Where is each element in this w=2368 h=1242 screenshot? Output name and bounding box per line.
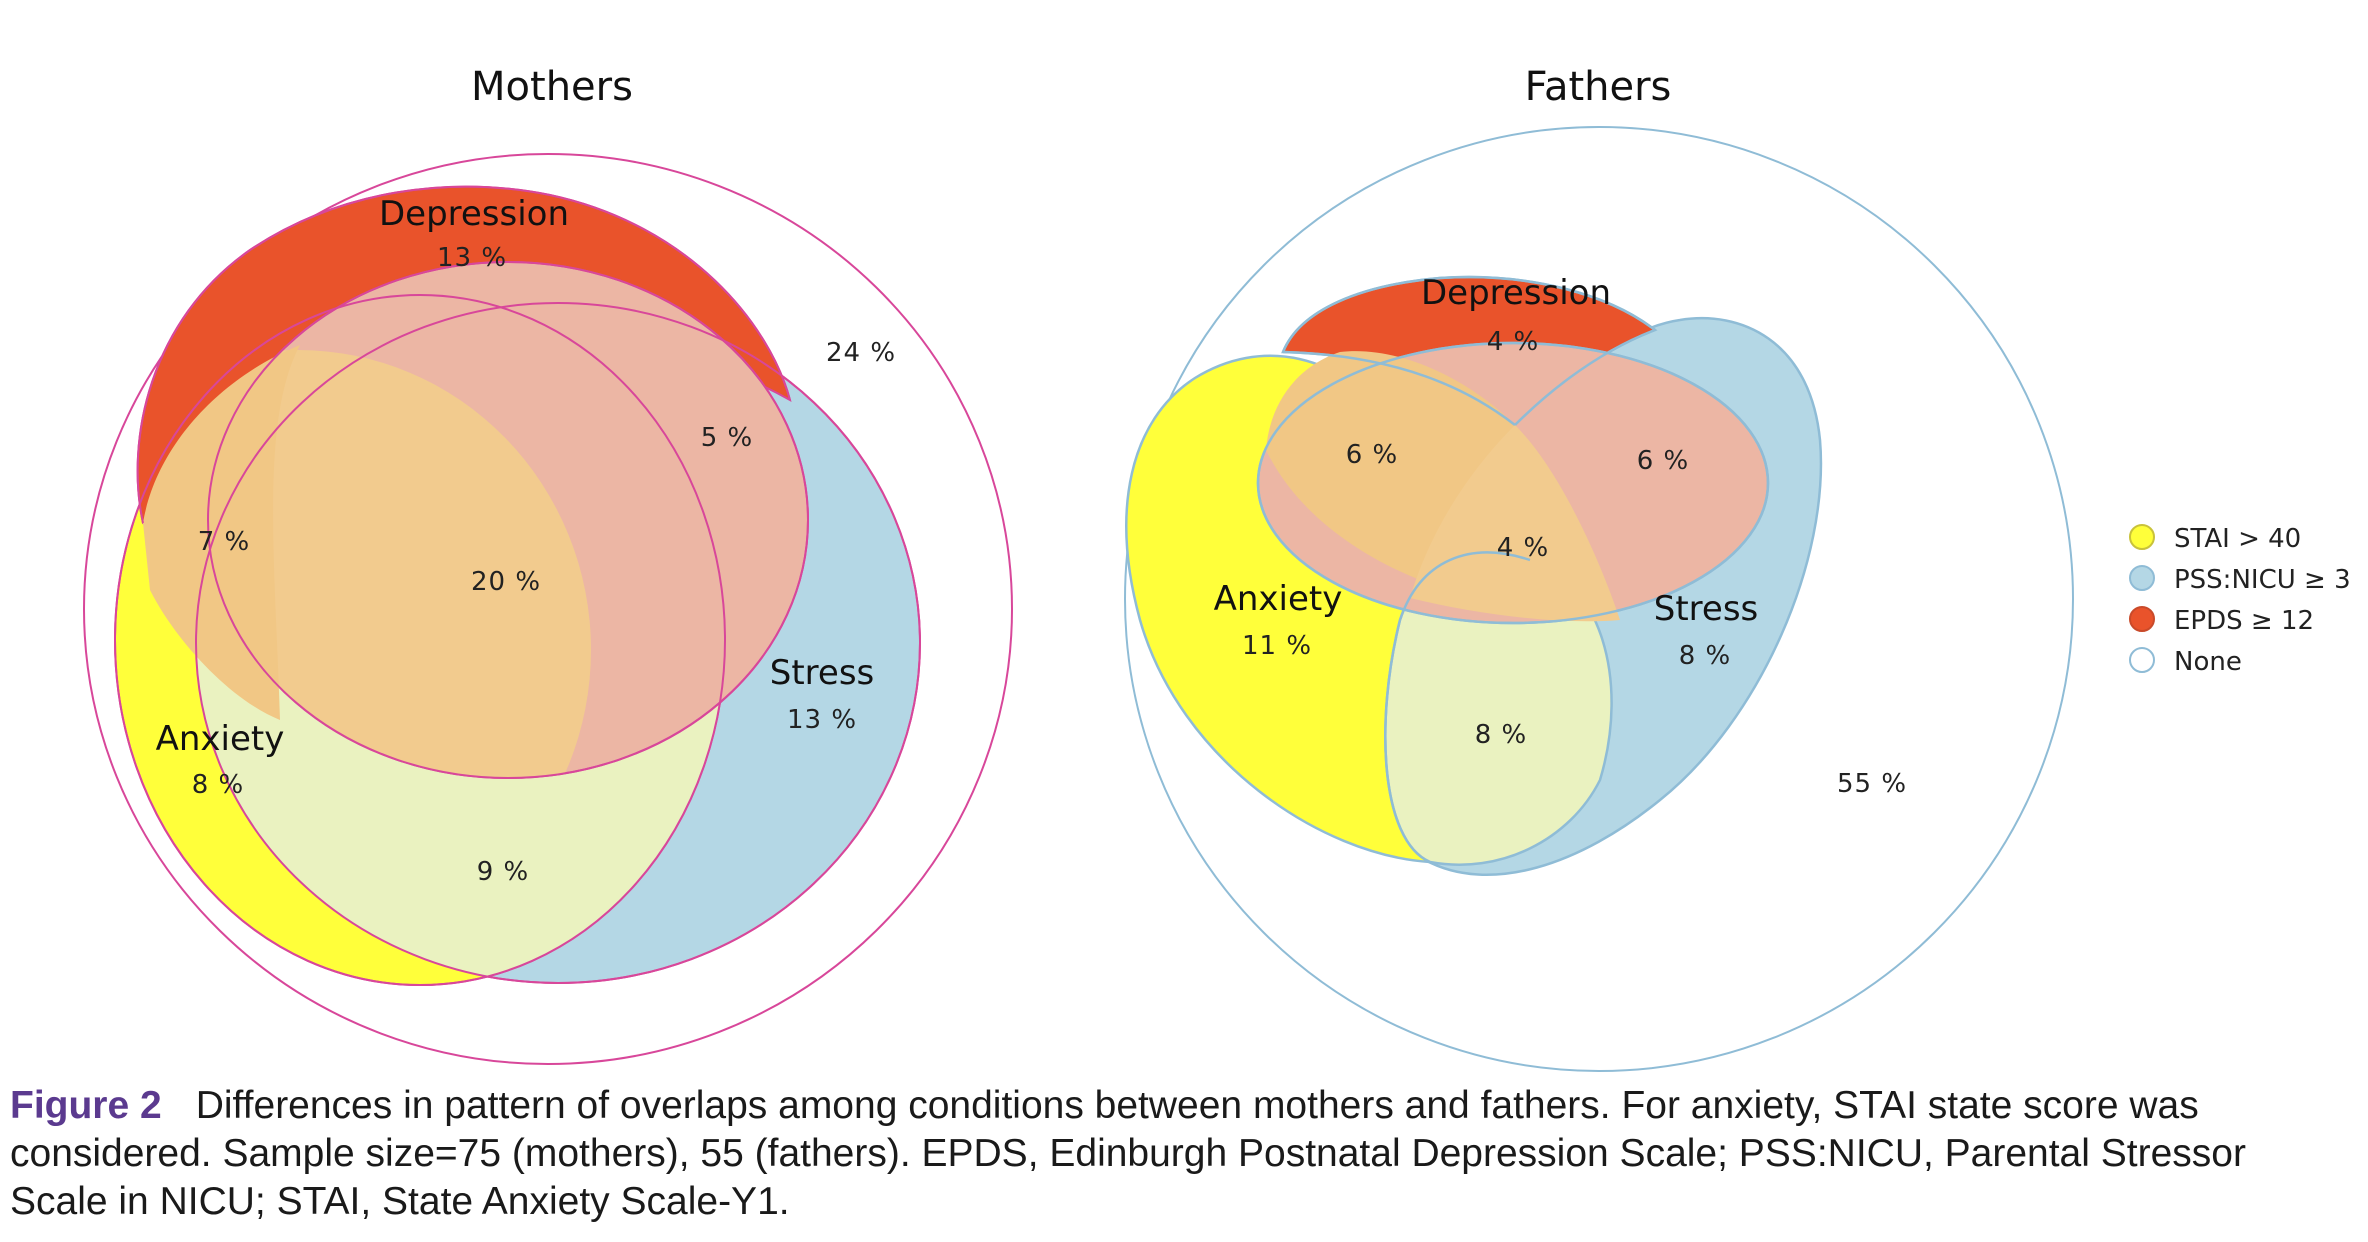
fathers-anxiety-pct: 11 % [1242, 631, 1312, 661]
caption-label: Figure 2 [10, 1084, 162, 1127]
mothers-anxiety-label: Anxiety [156, 719, 285, 759]
legend-none-label: None [2174, 647, 2242, 677]
mothers-title: Mothers [471, 64, 633, 110]
fathers-depression-label: Depression [1421, 273, 1611, 313]
mothers-none-pct: 24 % [826, 338, 896, 368]
mothers-stress-label: Stress [770, 653, 875, 693]
legend-none-swatch [2129, 647, 2155, 673]
mothers-dep-str-pct: 5 % [701, 423, 754, 453]
mothers-depression-label: Depression [379, 194, 569, 234]
fathers-title: Fathers [1525, 64, 1672, 110]
fathers-dep-anx-pct: 6 % [1346, 440, 1399, 470]
legend-stai-swatch [2129, 524, 2155, 550]
figure-caption: Figure 2 Differences in pattern of overla… [10, 1082, 2350, 1226]
mothers-stress-pct: 13 % [787, 705, 857, 735]
fathers-depression-anxiety-overlap [1266, 351, 1515, 580]
legend-pss-swatch [2129, 565, 2155, 591]
legend-epds-swatch [2129, 606, 2155, 632]
mothers-depression-anxiety-overlap [143, 345, 300, 720]
mothers-depression-pct: 13 % [437, 243, 507, 273]
mothers-all-three-pct: 20 % [471, 567, 541, 597]
venn-figure: Mothers Depression 13 % 24 % 5 % 7 % 20 [83, 64, 2351, 1072]
fathers-dep-str-pct: 6 % [1637, 446, 1690, 476]
fathers-none-pct: 55 % [1837, 769, 1907, 799]
fathers-anxiety-label: Anxiety [1214, 579, 1343, 619]
fathers-depression-pct: 4 % [1487, 327, 1540, 357]
mothers-anx-str-pct: 9 % [477, 857, 530, 887]
fathers-stress-label: Stress [1654, 589, 1759, 629]
fathers-anx-str-pct: 8 % [1475, 720, 1528, 750]
mothers-anxiety-pct: 8 % [192, 770, 245, 800]
legend-pss-label: PSS:NICU ≥ 3 [2174, 565, 2351, 595]
legend-stai-label: STAI > 40 [2174, 524, 2301, 554]
mothers-all-three-overlap [208, 350, 591, 778]
fathers-all-three-pct: 4 % [1497, 533, 1550, 563]
legend: STAI > 40 PSS:NICU ≥ 3 EPDS ≥ 12 None [2129, 524, 2351, 677]
legend-epds-label: EPDS ≥ 12 [2174, 606, 2314, 636]
fathers-all-three-overlap [1410, 425, 1620, 622]
caption-text: Differences in pattern of overlaps among… [10, 1084, 2246, 1223]
mothers-diagram: Mothers Depression 13 % 24 % 5 % 7 % 20 [83, 64, 1013, 1065]
fathers-stress-pct: 8 % [1679, 641, 1732, 671]
mothers-dep-anx-pct: 7 % [198, 527, 251, 557]
fathers-diagram: Fathers Depression 4 % 6 % 6 % 4 % Anxie… [1124, 64, 2074, 1072]
